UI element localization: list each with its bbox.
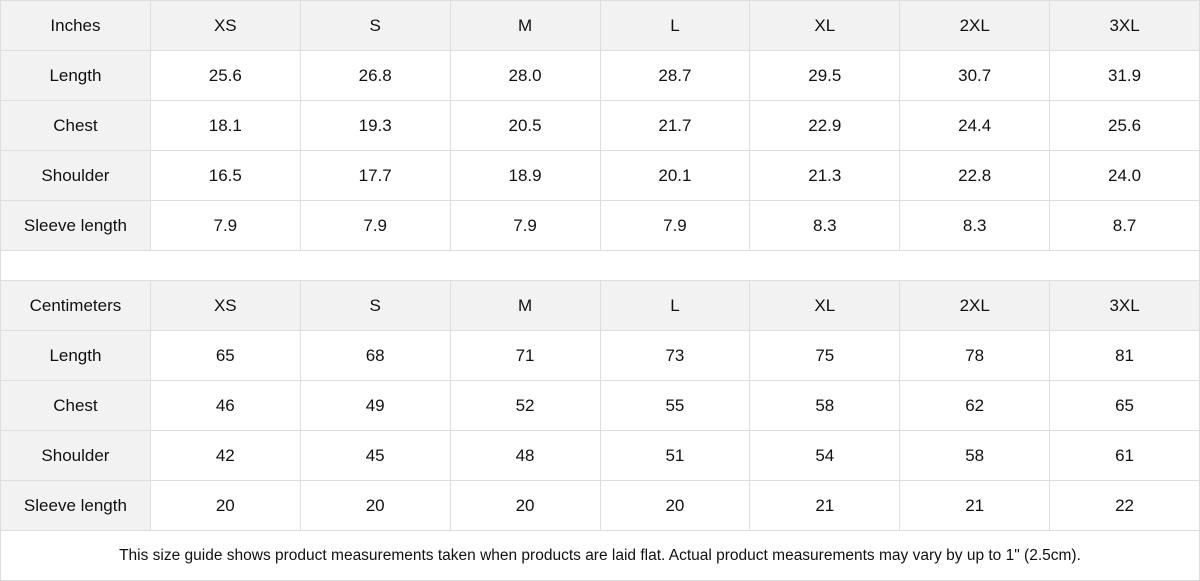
measurement-cell: 7.9 bbox=[299, 200, 451, 251]
measurement-cell: 48 bbox=[449, 430, 601, 481]
measurement-cell: 65 bbox=[1049, 380, 1200, 431]
table-row: Length 65 68 71 73 75 78 81 bbox=[0, 330, 1200, 381]
measurement-cell: 21.3 bbox=[749, 150, 901, 201]
table-row: Chest 18.1 19.3 20.5 21.7 22.9 24.4 25.6 bbox=[0, 100, 1200, 151]
size-header: 3XL bbox=[1049, 0, 1200, 51]
measurement-cell: 17.7 bbox=[299, 150, 451, 201]
measurement-cell: 31.9 bbox=[1049, 50, 1200, 101]
measurement-cell: 65 bbox=[149, 330, 301, 381]
measurement-cell: 42 bbox=[149, 430, 301, 481]
size-header: S bbox=[299, 0, 451, 51]
table-row: Sleeve length 20 20 20 20 21 21 22 bbox=[0, 480, 1200, 531]
size-header: XL bbox=[749, 280, 901, 331]
measurement-cell: 18.9 bbox=[449, 150, 601, 201]
measurement-cell: 8.3 bbox=[899, 200, 1051, 251]
measurement-cell: 62 bbox=[899, 380, 1051, 431]
measurement-cell: 75 bbox=[749, 330, 901, 381]
table-row: Shoulder 42 45 48 51 54 58 61 bbox=[0, 430, 1200, 481]
size-header: M bbox=[449, 0, 601, 51]
size-header: M bbox=[449, 280, 601, 331]
spacer-row bbox=[0, 250, 1200, 281]
table-row: Length 25.6 26.8 28.0 28.7 29.5 30.7 31.9 bbox=[0, 50, 1200, 101]
measurement-cell: 20.5 bbox=[449, 100, 601, 151]
measurement-cell: 52 bbox=[449, 380, 601, 431]
measurement-cell: 8.7 bbox=[1049, 200, 1200, 251]
size-header: L bbox=[599, 0, 751, 51]
row-label: Shoulder bbox=[0, 430, 151, 481]
measurement-cell: 7.9 bbox=[149, 200, 301, 251]
measurement-cell: 19.3 bbox=[299, 100, 451, 151]
size-header: XS bbox=[149, 280, 301, 331]
measurement-cell: 24.4 bbox=[899, 100, 1051, 151]
measurement-cell: 22 bbox=[1049, 480, 1200, 531]
measurement-cell: 58 bbox=[749, 380, 901, 431]
size-header: 2XL bbox=[899, 0, 1051, 51]
table-row: Sleeve length 7.9 7.9 7.9 7.9 8.3 8.3 8.7 bbox=[0, 200, 1200, 251]
measurement-cell: 20 bbox=[149, 480, 301, 531]
measurement-cell: 16.5 bbox=[149, 150, 301, 201]
measurement-cell: 7.9 bbox=[599, 200, 751, 251]
row-label: Chest bbox=[0, 380, 151, 431]
measurement-cell: 71 bbox=[449, 330, 601, 381]
measurement-cell: 21 bbox=[749, 480, 901, 531]
measurement-cell: 22.8 bbox=[899, 150, 1051, 201]
measurement-cell: 46 bbox=[149, 380, 301, 431]
measurement-cell: 68 bbox=[299, 330, 451, 381]
measurement-cell: 20.1 bbox=[599, 150, 751, 201]
spacer-cell bbox=[0, 250, 1200, 281]
measurement-cell: 24.0 bbox=[1049, 150, 1200, 201]
size-guide-note: This size guide shows product measuremen… bbox=[0, 530, 1200, 581]
measurement-cell: 26.8 bbox=[299, 50, 451, 101]
measurement-cell: 7.9 bbox=[449, 200, 601, 251]
size-header: 2XL bbox=[899, 280, 1051, 331]
measurement-cell: 29.5 bbox=[749, 50, 901, 101]
table-row: Chest 46 49 52 55 58 62 65 bbox=[0, 380, 1200, 431]
measurement-cell: 61 bbox=[1049, 430, 1200, 481]
measurement-cell: 20 bbox=[599, 480, 751, 531]
measurement-cell: 28.0 bbox=[449, 50, 601, 101]
measurement-cell: 21 bbox=[899, 480, 1051, 531]
row-label: Chest bbox=[0, 100, 151, 151]
header-row: Inches XS S M L XL 2XL 3XL bbox=[0, 0, 1200, 51]
size-header: L bbox=[599, 280, 751, 331]
measurement-cell: 30.7 bbox=[899, 50, 1051, 101]
measurement-cell: 25.6 bbox=[1049, 100, 1200, 151]
measurement-cell: 28.7 bbox=[599, 50, 751, 101]
measurement-cell: 20 bbox=[299, 480, 451, 531]
size-header: S bbox=[299, 280, 451, 331]
header-row: Centimeters XS S M L XL 2XL 3XL bbox=[0, 280, 1200, 331]
measurement-cell: 49 bbox=[299, 380, 451, 431]
measurement-cell: 45 bbox=[299, 430, 451, 481]
row-label: Shoulder bbox=[0, 150, 151, 201]
measurement-cell: 78 bbox=[899, 330, 1051, 381]
size-header: 3XL bbox=[1049, 280, 1200, 331]
measurement-cell: 54 bbox=[749, 430, 901, 481]
note-row: This size guide shows product measuremen… bbox=[0, 530, 1200, 581]
measurement-cell: 58 bbox=[899, 430, 1051, 481]
measurement-cell: 22.9 bbox=[749, 100, 901, 151]
measurement-cell: 18.1 bbox=[149, 100, 301, 151]
size-header: XL bbox=[749, 0, 901, 51]
measurement-cell: 25.6 bbox=[149, 50, 301, 101]
row-label: Sleeve length bbox=[0, 200, 151, 251]
measurement-cell: 81 bbox=[1049, 330, 1200, 381]
size-header: XS bbox=[149, 0, 301, 51]
measurement-cell: 21.7 bbox=[599, 100, 751, 151]
row-label: Sleeve length bbox=[0, 480, 151, 531]
measurement-cell: 51 bbox=[599, 430, 751, 481]
unit-header: Inches bbox=[0, 0, 151, 51]
measurement-cell: 8.3 bbox=[749, 200, 901, 251]
row-label: Length bbox=[0, 50, 151, 101]
row-label: Length bbox=[0, 330, 151, 381]
measurement-cell: 20 bbox=[449, 480, 601, 531]
measurement-cell: 55 bbox=[599, 380, 751, 431]
unit-header: Centimeters bbox=[0, 280, 151, 331]
table-row: Shoulder 16.5 17.7 18.9 20.1 21.3 22.8 24.0 bbox=[0, 150, 1200, 201]
measurement-cell: 73 bbox=[599, 330, 751, 381]
